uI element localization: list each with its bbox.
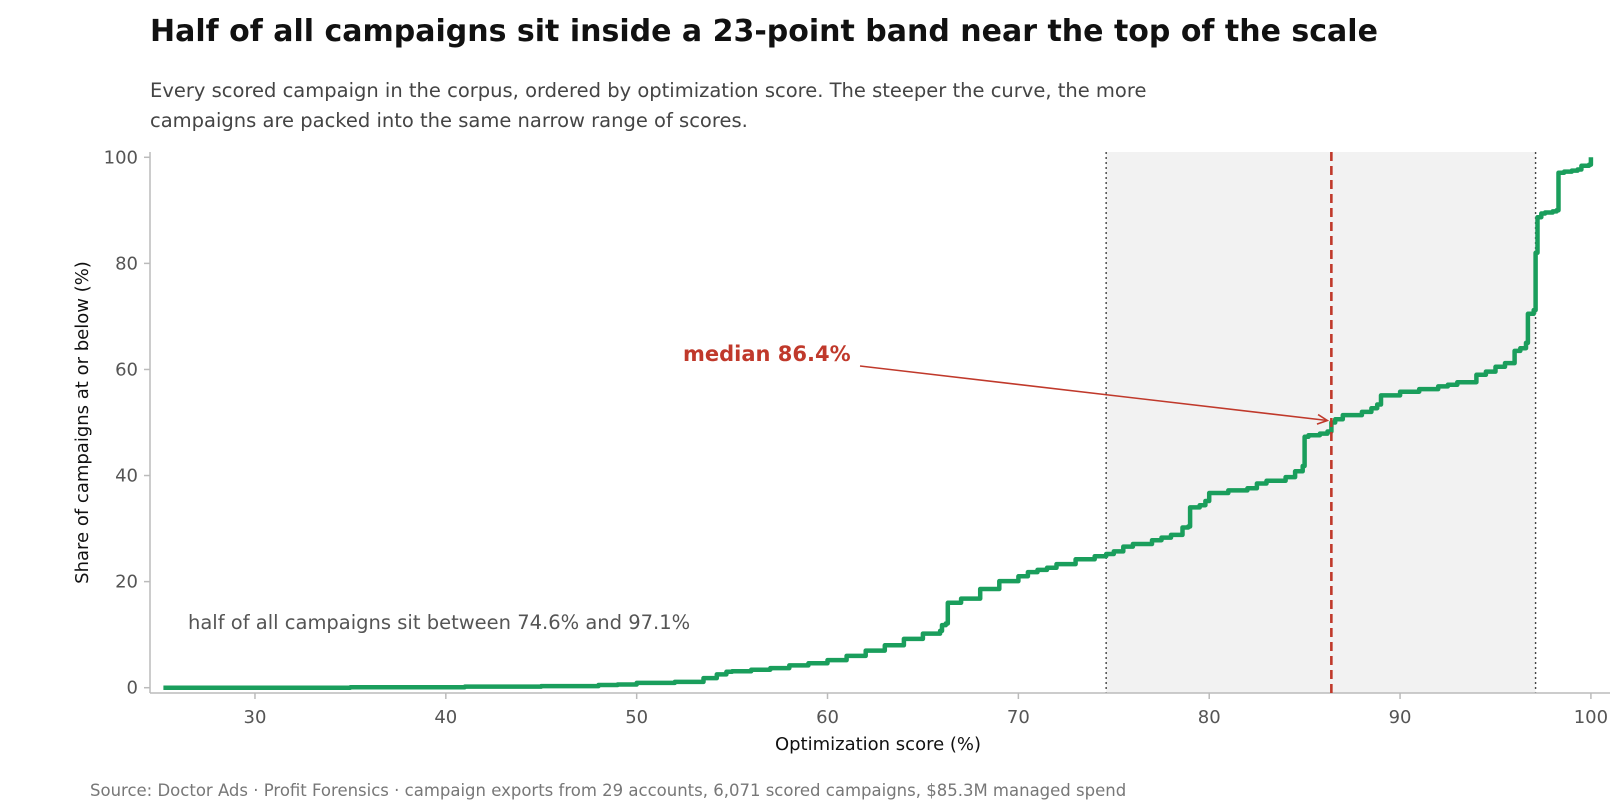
- x-tick-label: 70: [1007, 707, 1030, 728]
- x-tick-label: 90: [1389, 707, 1412, 728]
- median-arrow: [859, 365, 1328, 422]
- x-tick-label: 40: [434, 707, 457, 728]
- x-axis-ticks: 30 40 50 60 70 80 90 100: [244, 693, 1608, 728]
- y-tick-label: 40: [115, 466, 138, 487]
- median-arrowhead: [1316, 413, 1330, 425]
- chart-title: Half of all campaigns sit inside a 23-po…: [150, 14, 1378, 49]
- y-tick-label: 60: [115, 359, 138, 380]
- y-tick-label: 80: [115, 253, 138, 274]
- y-axis-ticks: 0 20 40 60 80 100: [104, 147, 150, 699]
- y-tick-label: 0: [127, 678, 138, 699]
- y-axis-title: Share of campaigns at or below (%): [72, 261, 93, 584]
- x-tick-label: 80: [1198, 707, 1221, 728]
- x-axis-title: Optimization score (%): [775, 734, 981, 755]
- x-tick-label: 50: [625, 707, 648, 728]
- y-tick-label: 100: [104, 147, 138, 168]
- x-tick-label: 100: [1574, 707, 1608, 728]
- median-label: median 86.4%: [683, 342, 851, 366]
- y-tick-label: 20: [115, 572, 138, 593]
- x-tick-label: 60: [816, 707, 839, 728]
- band-annotation: half of all campaigns sit between 74.6% …: [188, 611, 690, 634]
- x-tick-label: 30: [244, 707, 267, 728]
- cdf-series-line: [163, 157, 1594, 690]
- source-note: Source: Doctor Ads · Profit Forensics · …: [90, 781, 1127, 800]
- chart-subtitle: Every scored campaign in the corpus, ord…: [150, 79, 1147, 132]
